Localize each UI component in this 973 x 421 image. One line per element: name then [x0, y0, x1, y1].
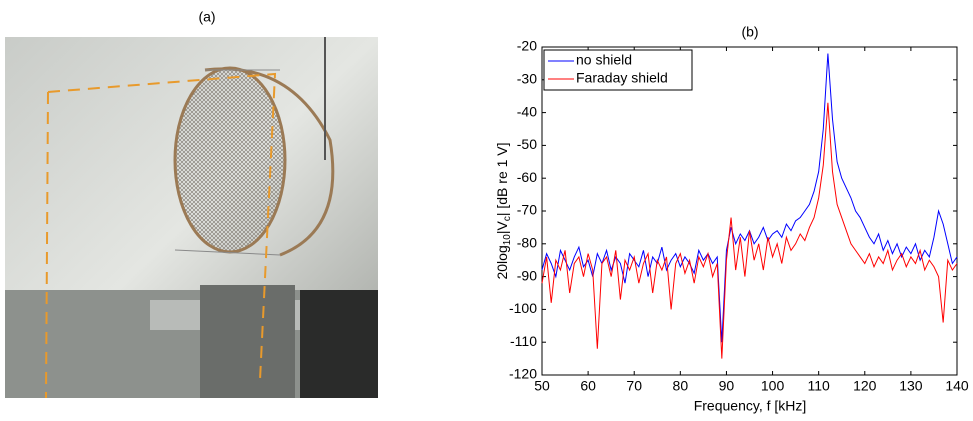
legend-label: Faraday shield: [576, 70, 668, 86]
x-tick-label: 140: [945, 378, 969, 394]
y-tick-label: -50: [517, 136, 537, 152]
x-tick-label: 120: [853, 378, 877, 394]
x-axis-label: Frequency, f [kHz]: [694, 398, 807, 414]
x-tick-label: 70: [626, 378, 642, 394]
y-tick-label: -60: [517, 169, 537, 185]
y-label-part: 20log: [494, 245, 510, 279]
y-tick-label: -70: [517, 202, 537, 218]
y-label-part: |V: [494, 220, 510, 234]
y-tick-label: -120: [509, 366, 537, 382]
y-axis-label: 20log10|Vc| [dB re 1 V]: [494, 142, 513, 279]
y-label-subscript: 10: [502, 234, 513, 246]
panel-a-label: (a): [198, 9, 215, 25]
x-tick-label: 50: [534, 378, 550, 394]
y-tick-label: -20: [517, 38, 537, 54]
plot-area: [541, 46, 958, 376]
y-label-subscript: c: [502, 216, 513, 221]
x-tick-label: 80: [673, 378, 689, 394]
x-tick-label: 130: [899, 378, 923, 394]
y-tick-label: -30: [517, 71, 537, 87]
y-tick-label: -100: [509, 300, 537, 316]
y-tick-label: -80: [517, 235, 537, 251]
y-tick-label: -40: [517, 103, 537, 119]
legend-label: no shield: [576, 52, 632, 68]
x-tick-label: 60: [580, 378, 596, 394]
x-tick-label: 90: [719, 378, 735, 394]
x-tick-label: 100: [761, 378, 785, 394]
series-line: [541, 102, 958, 359]
photo: [5, 37, 378, 399]
y-tick-label: -110: [510, 333, 537, 349]
y-label-part: | [dB re 1 V]: [494, 142, 510, 216]
x-tick-label: 110: [808, 378, 831, 394]
legend-box: [543, 49, 693, 91]
y-tick-label: -90: [517, 267, 537, 283]
chart-title: (b): [741, 24, 758, 40]
